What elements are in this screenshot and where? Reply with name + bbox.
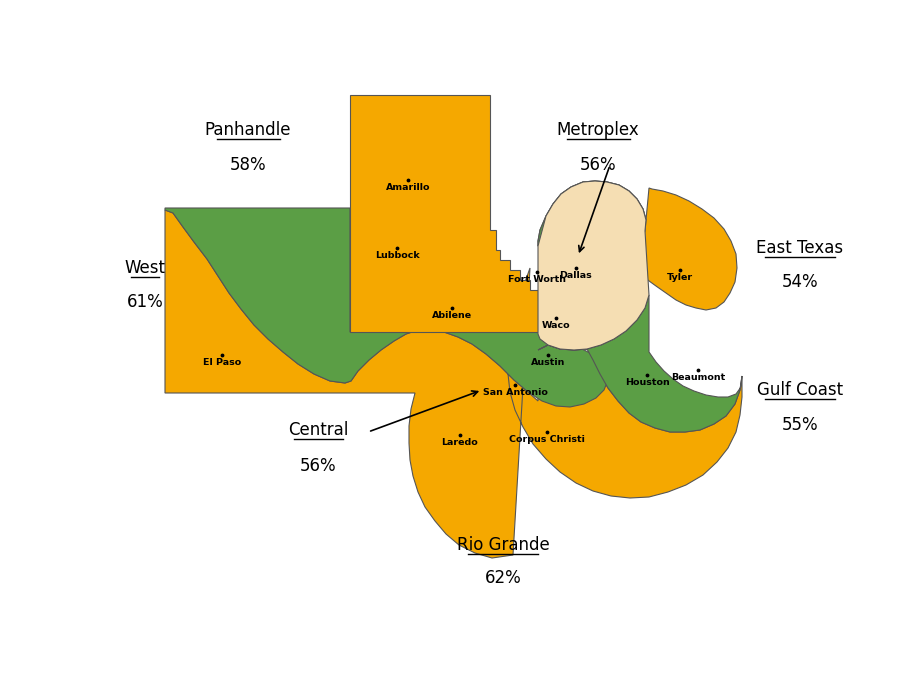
Text: 56%: 56% xyxy=(300,457,337,475)
Text: Rio Grande: Rio Grande xyxy=(456,536,549,554)
Polygon shape xyxy=(350,95,556,332)
Text: San Antonio: San Antonio xyxy=(482,388,547,397)
Text: Laredo: Laredo xyxy=(442,438,479,447)
Polygon shape xyxy=(538,295,742,432)
Text: Amarillo: Amarillo xyxy=(386,183,430,192)
Text: Central: Central xyxy=(288,421,348,439)
Text: Fort Worth: Fort Worth xyxy=(508,275,566,284)
Text: Metroplex: Metroplex xyxy=(556,121,639,139)
Text: Abilene: Abilene xyxy=(432,311,473,320)
Text: 56%: 56% xyxy=(580,156,616,174)
Text: East Texas: East Texas xyxy=(756,239,843,257)
Text: 55%: 55% xyxy=(782,416,818,434)
Text: Tyler: Tyler xyxy=(667,273,693,282)
Text: Beaumont: Beaumont xyxy=(670,373,725,382)
Polygon shape xyxy=(165,208,608,407)
Text: Gulf Coast: Gulf Coast xyxy=(757,381,843,399)
Text: Dallas: Dallas xyxy=(560,271,592,280)
Polygon shape xyxy=(538,181,649,350)
Text: Panhandle: Panhandle xyxy=(205,121,292,139)
Polygon shape xyxy=(165,210,742,558)
Text: Austin: Austin xyxy=(531,358,565,367)
Text: West: West xyxy=(124,259,166,277)
Text: El Paso: El Paso xyxy=(202,358,241,367)
Text: Corpus Christi: Corpus Christi xyxy=(509,435,585,444)
Text: 62%: 62% xyxy=(484,569,521,587)
Text: 61%: 61% xyxy=(127,293,164,311)
Text: 54%: 54% xyxy=(782,273,818,291)
Text: Lubbock: Lubbock xyxy=(374,251,419,260)
Text: Waco: Waco xyxy=(542,321,571,330)
Text: 58%: 58% xyxy=(230,156,266,174)
Polygon shape xyxy=(538,181,737,310)
Polygon shape xyxy=(538,181,646,272)
Text: Houston: Houston xyxy=(625,378,670,387)
